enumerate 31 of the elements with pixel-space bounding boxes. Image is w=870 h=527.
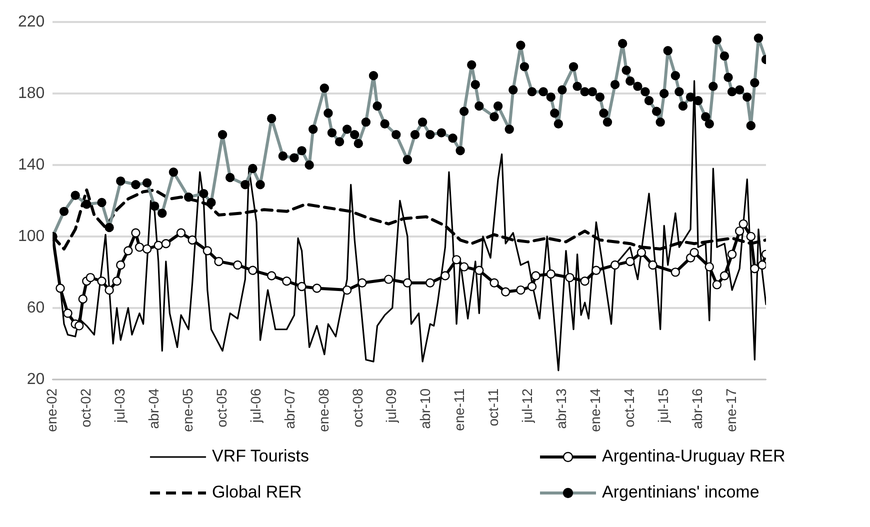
x-tick-label: ene-17	[722, 388, 739, 432]
y-tick-label: 180	[18, 84, 45, 102]
x-tick-label: oct-14	[620, 388, 637, 428]
x-tick-label: jul-15	[654, 388, 671, 424]
legend-label: Argentinians' income	[602, 482, 760, 502]
x-tick-label: ene-11	[451, 388, 468, 431]
legend-label: Argentina-Uruguay RER	[602, 446, 786, 466]
x-tick-label: jul-06	[247, 388, 264, 424]
y-tick-label: 20	[26, 370, 45, 388]
x-tick-label: ene-08	[315, 388, 332, 432]
x-tick-label: oct-05	[213, 388, 230, 428]
y-tick-label: 220	[18, 13, 45, 30]
legend-label: VRF Tourists	[212, 446, 309, 466]
x-tick-label: oct-11	[485, 388, 502, 426]
x-tick-label: abr-13	[553, 388, 570, 429]
y-tick-label: 100	[18, 228, 45, 245]
y-tick-label: 140	[18, 156, 45, 174]
x-tick-label: jul-09	[383, 388, 400, 424]
x-tick-label: abr-16	[688, 388, 705, 429]
x-tick-label: oct-02	[78, 388, 94, 428]
x-tick-label: abr-07	[281, 388, 298, 429]
x-tick-label: ene-14	[587, 388, 604, 432]
x-tick-label: ene-02	[44, 388, 60, 432]
x-tick-label: oct-08	[349, 388, 366, 428]
x-tick-label: jul-03	[111, 388, 128, 424]
x-tick-label: abr-04	[145, 388, 162, 429]
y-tick-label: 60	[26, 299, 45, 316]
legend-label: Global RER	[212, 482, 302, 502]
x-tick-label: abr-10	[417, 388, 434, 429]
x-tick-label: jul-12	[519, 388, 536, 424]
x-tick-label: ene-05	[179, 388, 196, 432]
